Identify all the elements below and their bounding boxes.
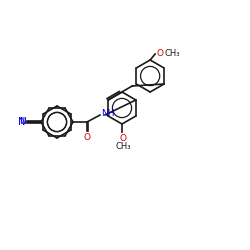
Text: CH₃: CH₃ bbox=[115, 142, 131, 151]
Text: N: N bbox=[19, 116, 26, 126]
Text: O: O bbox=[84, 133, 90, 142]
Text: CH₃: CH₃ bbox=[164, 48, 180, 58]
Text: NH: NH bbox=[101, 110, 114, 118]
Text: N: N bbox=[18, 117, 25, 127]
Text: O: O bbox=[156, 48, 163, 58]
Text: O: O bbox=[120, 134, 126, 143]
